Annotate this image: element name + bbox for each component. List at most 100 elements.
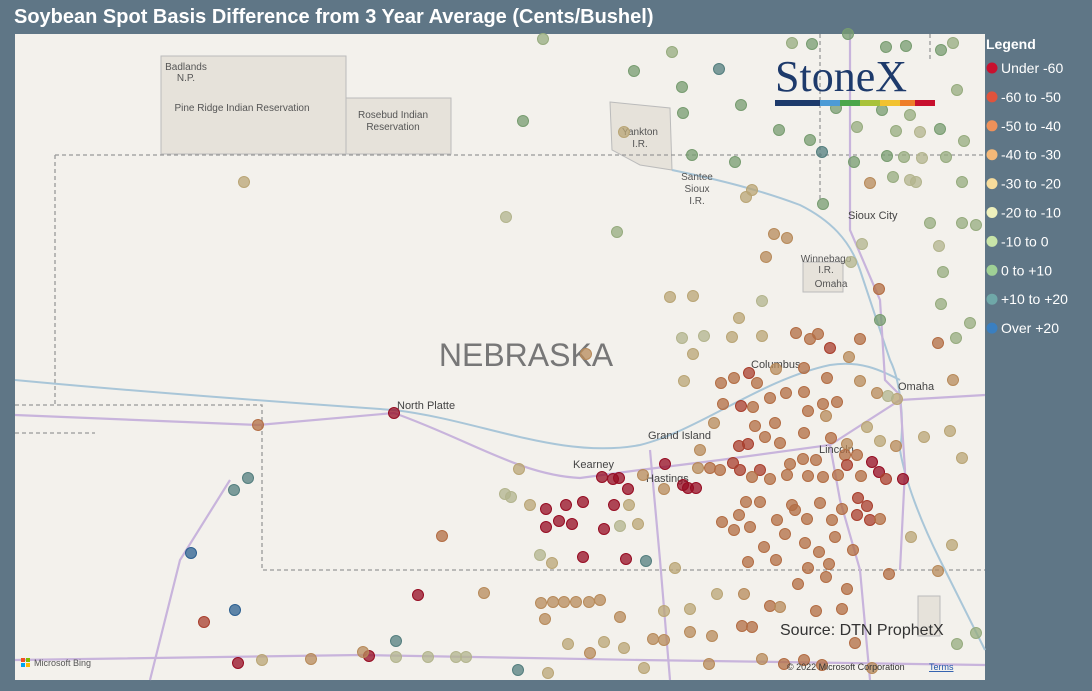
location-marker [866, 662, 878, 674]
terms-link[interactable]: Terms [929, 662, 954, 672]
location-marker [826, 514, 838, 526]
location-marker [715, 377, 727, 389]
location-marker [743, 367, 755, 379]
location-marker [198, 616, 210, 628]
location-marker [759, 431, 771, 443]
legend-marker [986, 149, 998, 161]
location-marker [843, 351, 855, 363]
location-marker [658, 634, 670, 646]
location-marker [505, 491, 517, 503]
location-marker [754, 496, 766, 508]
location-marker [804, 134, 816, 146]
map-label: I.R. [632, 139, 648, 150]
location-marker [851, 121, 863, 133]
location-marker [577, 551, 589, 563]
map-label: Rosebud Indian [358, 110, 428, 121]
location-marker [802, 405, 814, 417]
location-marker [914, 126, 926, 138]
location-marker [611, 226, 623, 238]
location-marker [676, 332, 688, 344]
location-marker [684, 626, 696, 638]
location-marker [820, 571, 832, 583]
location-marker [769, 417, 781, 429]
location-marker [836, 503, 848, 515]
location-marker [553, 515, 565, 527]
logo-bar [775, 100, 820, 106]
location-marker [947, 37, 959, 49]
location-marker [882, 390, 894, 402]
location-marker [524, 499, 536, 511]
legend-label: -10 to 0 [1001, 233, 1049, 249]
location-marker [729, 156, 741, 168]
location-marker [676, 81, 688, 93]
location-marker [916, 152, 928, 164]
map-label: Santee [681, 172, 713, 183]
legend-label: -60 to -50 [1001, 89, 1061, 105]
location-marker [946, 539, 958, 551]
location-marker [841, 438, 853, 450]
location-marker [517, 115, 529, 127]
location-marker [852, 492, 864, 504]
location-marker [880, 41, 892, 53]
location-marker [558, 596, 570, 608]
location-marker [357, 646, 369, 658]
map-label: N.P. [177, 73, 195, 84]
legend-label: -50 to -40 [1001, 118, 1061, 134]
location-marker [738, 588, 750, 600]
location-marker [620, 553, 632, 565]
legend-label: Under -60 [1001, 60, 1063, 76]
location-marker [784, 458, 796, 470]
location-marker [229, 604, 241, 616]
location-marker [703, 658, 715, 670]
map-label: Yankton [622, 127, 658, 138]
reservation [609, 101, 673, 171]
location-marker [845, 256, 857, 268]
map-label: Omaha [898, 381, 935, 393]
location-marker [904, 109, 916, 121]
location-marker [756, 330, 768, 342]
location-marker [666, 46, 678, 58]
state-borders [15, 34, 985, 571]
location-marker [940, 151, 952, 163]
location-marker [864, 514, 876, 526]
location-marker [539, 613, 551, 625]
location-marker [897, 473, 909, 485]
location-marker [944, 425, 956, 437]
location-marker [658, 605, 670, 617]
park [917, 595, 941, 637]
location-marker [836, 603, 848, 615]
location-marker [614, 611, 626, 623]
location-marker [733, 509, 745, 521]
location-marker [832, 469, 844, 481]
location-marker [390, 635, 402, 647]
location-marker [733, 312, 745, 324]
legend-marker [986, 207, 998, 218]
location-marker [623, 499, 635, 511]
logo-text: StoneX [775, 52, 907, 101]
location-marker [935, 44, 947, 56]
legend-marker [986, 62, 998, 74]
location-marker [849, 637, 861, 649]
location-marker [659, 458, 671, 470]
location-marker [935, 298, 947, 310]
location-marker [841, 459, 853, 471]
location-marker [698, 330, 710, 342]
location-marker [848, 156, 860, 168]
location-marker [951, 638, 963, 650]
location-marker [622, 483, 634, 495]
location-marker [706, 630, 718, 642]
location-marker [756, 653, 768, 665]
legend-marker [986, 91, 998, 103]
location-marker [890, 440, 902, 452]
location-marker [512, 664, 524, 676]
location-marker [628, 65, 640, 77]
location-marker [726, 331, 738, 343]
location-marker [422, 651, 434, 663]
location-marker [874, 314, 886, 326]
location-marker [814, 497, 826, 509]
location-marker [596, 471, 608, 483]
location-marker [717, 398, 729, 410]
location-marker [412, 589, 424, 601]
location-marker [716, 516, 728, 528]
